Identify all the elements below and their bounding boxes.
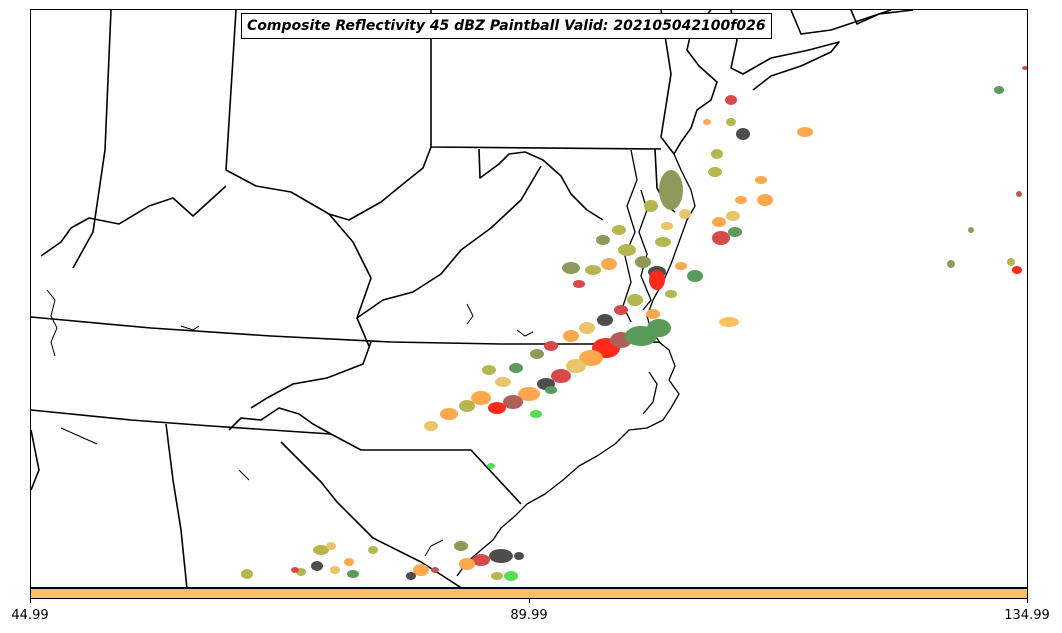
reflectivity-blob	[413, 564, 429, 576]
reflectivity-blob	[544, 341, 558, 351]
map-title: Composite Reflectivity 45 dBZ Paintball …	[241, 13, 772, 39]
reflectivity-blob	[545, 386, 557, 394]
reflectivity-blob	[712, 231, 730, 245]
reflectivity-blob	[968, 227, 974, 233]
reflectivity-blob	[635, 256, 651, 268]
reflectivity-blob	[661, 222, 673, 230]
reflectivity-blob	[728, 227, 742, 237]
colorbar-tick	[30, 599, 31, 603]
reflectivity-blob	[687, 270, 703, 282]
reflectivity-blob	[495, 377, 511, 387]
reflectivity-blob	[459, 558, 475, 570]
reflectivity-blob	[711, 149, 723, 159]
reflectivity-blob	[735, 196, 747, 204]
reflectivity-blob	[579, 350, 603, 366]
reflectivity-blob	[509, 363, 523, 373]
reflectivity-blob	[431, 567, 439, 573]
reflectivity-blob	[487, 463, 495, 469]
reflectivity-blob	[627, 294, 643, 306]
reflectivity-blob	[482, 365, 496, 375]
colorbar-tick	[1027, 599, 1028, 603]
reflectivity-blob	[726, 118, 736, 126]
reflectivity-blob	[646, 309, 660, 319]
reflectivity-blob	[573, 280, 585, 288]
reflectivity-blob	[514, 552, 524, 560]
reflectivity-blob	[504, 571, 518, 581]
reflectivity-blob	[712, 217, 726, 227]
reflectivity-blob	[347, 570, 359, 578]
reflectivity-blob	[424, 421, 438, 431]
reflectivity-blob	[675, 262, 687, 270]
reflectivity-blob	[368, 546, 378, 554]
reflectivity-blob	[994, 86, 1004, 94]
reflectivity-blob	[601, 258, 617, 270]
reflectivity-blob	[655, 237, 671, 247]
state-boundaries	[31, 10, 914, 587]
reflectivity-blob	[472, 554, 490, 566]
reflectivity-blob	[291, 567, 299, 573]
reflectivity-blob	[454, 541, 468, 551]
reflectivity-blob	[503, 395, 523, 409]
map-canvas	[31, 10, 1027, 587]
reflectivity-blob	[647, 319, 671, 337]
reflectivity-blob	[614, 305, 628, 315]
reflectivity-blob	[551, 369, 571, 383]
reflectivity-blob	[579, 322, 595, 334]
reflectivity-blob	[618, 244, 636, 256]
inland-water	[46, 289, 534, 557]
reflectivity-blob	[491, 572, 503, 580]
reflectivity-blob	[311, 561, 323, 571]
reflectivity-blob	[597, 314, 613, 326]
reflectivity-blob	[726, 211, 740, 221]
reflectivity-blob	[563, 330, 579, 342]
colorbar-tick	[529, 599, 530, 603]
reflectivity-blob	[313, 545, 329, 555]
reflectivity-blob	[665, 290, 677, 298]
reflectivity-blob	[488, 402, 506, 414]
reflectivity-blob	[1022, 66, 1027, 70]
reflectivity-blob	[612, 225, 626, 235]
colorbar	[30, 588, 1028, 599]
reflectivity-blob	[1012, 266, 1022, 274]
colorbar-tick-label: 134.99	[1004, 608, 1050, 623]
reflectivity-blob	[566, 359, 586, 373]
reflectivity-blob	[649, 270, 665, 290]
reflectivity-blob	[489, 549, 513, 563]
reflectivity-blob	[1016, 191, 1022, 197]
reflectivity-blob	[440, 408, 458, 420]
colorbar-tick-label: 44.99	[11, 608, 49, 623]
reflectivity-blob	[326, 542, 336, 550]
reflectivity-blob	[330, 566, 340, 574]
reflectivity-blob	[518, 387, 540, 401]
reflectivity-blob	[562, 262, 580, 274]
reflectivity-blob	[596, 235, 610, 245]
reflectivity-blob	[585, 265, 601, 275]
reflectivity-blob	[406, 572, 416, 580]
reflectivity-blob	[241, 569, 253, 579]
reflectivity-blob	[679, 209, 691, 219]
reflectivity-blob	[725, 95, 737, 105]
reflectivity-blob	[755, 176, 767, 184]
reflectivity-blob	[1007, 258, 1015, 266]
reflectivity-blob	[757, 194, 773, 206]
paintball-blobs	[241, 66, 1027, 581]
reflectivity-blob	[797, 127, 813, 137]
reflectivity-blob	[736, 128, 750, 140]
reflectivity-blob	[719, 317, 739, 327]
reflectivity-blob	[530, 410, 542, 418]
colorbar-tick-label: 89.99	[510, 608, 548, 623]
reflectivity-blob	[471, 391, 491, 405]
reflectivity-blob	[708, 167, 722, 177]
reflectivity-blob	[947, 260, 955, 268]
reflectivity-blob	[344, 558, 354, 566]
reflectivity-blob	[703, 119, 711, 125]
reflectivity-blob	[530, 349, 544, 359]
map-panel	[30, 9, 1028, 588]
reflectivity-blob	[459, 400, 475, 412]
reflectivity-blob	[659, 170, 683, 210]
reflectivity-blob	[644, 200, 658, 212]
